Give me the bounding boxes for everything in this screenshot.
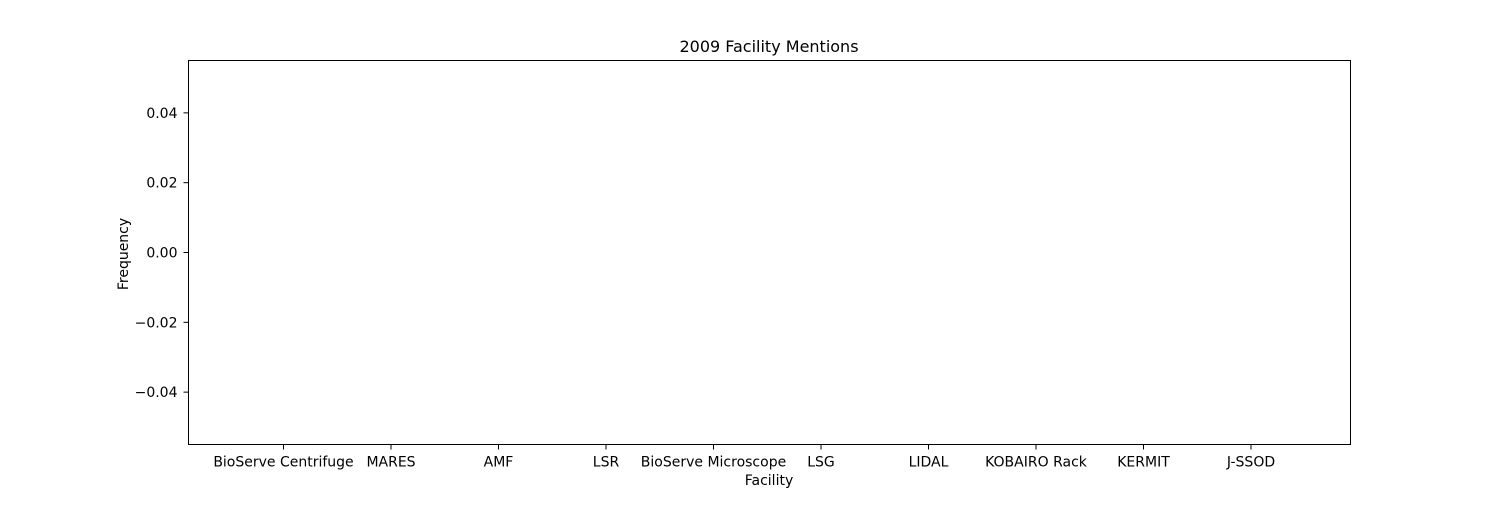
x-tick-label: LSR [593,455,620,471]
y-tick-label: −0.02 [135,315,178,331]
y-tick-label: 0.00 [146,246,177,262]
x-axis-label: Facility [745,473,794,489]
y-tick-label: 0.04 [146,106,177,122]
plot-frame [188,60,1351,445]
x-axis: BioServe Centrifuge MARES AMF LSR BioServe M… [213,444,1275,471]
x-tick-label: MARES [366,455,415,471]
x-tick-label: BioServe Centrifuge [213,455,353,471]
y-tick-label: −0.04 [135,385,178,401]
x-tick-label: BioServe Microscope [641,455,786,471]
x-tick-label: LIDAL [909,455,949,471]
y-tick-label: 0.02 [146,176,177,192]
x-tick-label: KERMIT [1117,455,1170,471]
x-tick-label: J-SSOD [1226,455,1275,471]
chart-title: 2009 Facility Mentions [679,37,858,56]
y-axis: 0.04 0.02 0.00 −0.02 −0.04 [135,106,189,401]
x-tick-label: KOBAIRO Rack [985,455,1088,471]
x-tick-label: AMF [484,455,514,471]
y-axis-label: Frequency [116,218,132,290]
x-tick-label: LSG [807,455,835,471]
